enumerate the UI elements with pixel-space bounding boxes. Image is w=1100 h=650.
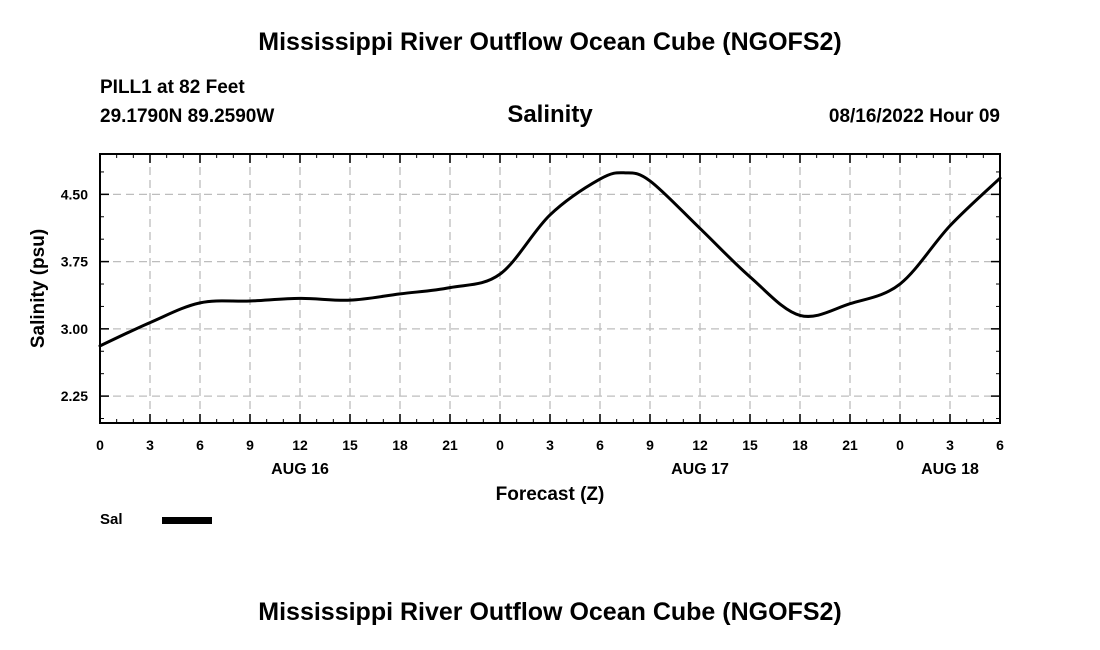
x-tick-label: 6 — [596, 437, 604, 453]
date-label: AUG 17 — [671, 461, 729, 478]
forecast-datetime: 08/16/2022 Hour 09 — [828, 106, 1000, 127]
tick-labels: 0 3 6 9 12 15 18 21 0 3 6 9 12 15 18 21 0 3 6 2.25 3.00 3.75 4… — [61, 186, 1004, 478]
x-axis-title: Forecast (Z) — [496, 484, 605, 505]
x-tick-label: 3 — [546, 437, 554, 453]
series-layer — [98, 171, 1002, 348]
x-tick-label: 0 — [896, 437, 904, 453]
station-coordinates: 29.1790N 89.2590W — [100, 106, 275, 127]
y-axis-title: Salinity (psu) — [28, 229, 49, 348]
variable-title: Salinity — [507, 101, 593, 128]
x-tick-label: 9 — [646, 437, 654, 453]
legend-swatch — [162, 517, 212, 524]
chart-title-bottom: Mississippi River Outflow Ocean Cube (NG… — [258, 598, 842, 626]
x-tick-label: 12 — [292, 437, 308, 453]
x-tick-label: 18 — [792, 437, 808, 453]
grid-lines — [100, 154, 1000, 423]
station-label: PILL1 at 82 Feet — [100, 77, 245, 98]
legend-label: Sal — [100, 511, 123, 528]
y-tick-label: 4.50 — [61, 186, 88, 202]
date-label: AUG 18 — [921, 461, 979, 478]
plot-frame — [99, 153, 1001, 424]
x-tick-label: 9 — [246, 437, 254, 453]
x-tick-label: 0 — [496, 437, 504, 453]
date-label: AUG 16 — [271, 461, 329, 478]
x-tick-label: 3 — [146, 437, 154, 453]
x-tick-label: 3 — [946, 437, 954, 453]
x-tick-label: 6 — [996, 437, 1004, 453]
x-tick-label: 12 — [692, 437, 708, 453]
y-tick-label: 3.00 — [61, 321, 88, 337]
x-tick-label: 6 — [196, 437, 204, 453]
x-tick-label: 18 — [392, 437, 408, 453]
x-tick-label: 15 — [342, 437, 358, 453]
x-tick-label: 15 — [742, 437, 758, 453]
x-tick-label: 0 — [96, 437, 104, 453]
series-line-sal — [98, 171, 1002, 348]
y-tick-label: 2.25 — [61, 388, 88, 404]
x-tick-label: 21 — [842, 437, 858, 453]
x-tick-label: 21 — [442, 437, 458, 453]
chart-title-top: Mississippi River Outflow Ocean Cube (NG… — [258, 28, 842, 56]
y-tick-label: 3.75 — [61, 254, 88, 270]
